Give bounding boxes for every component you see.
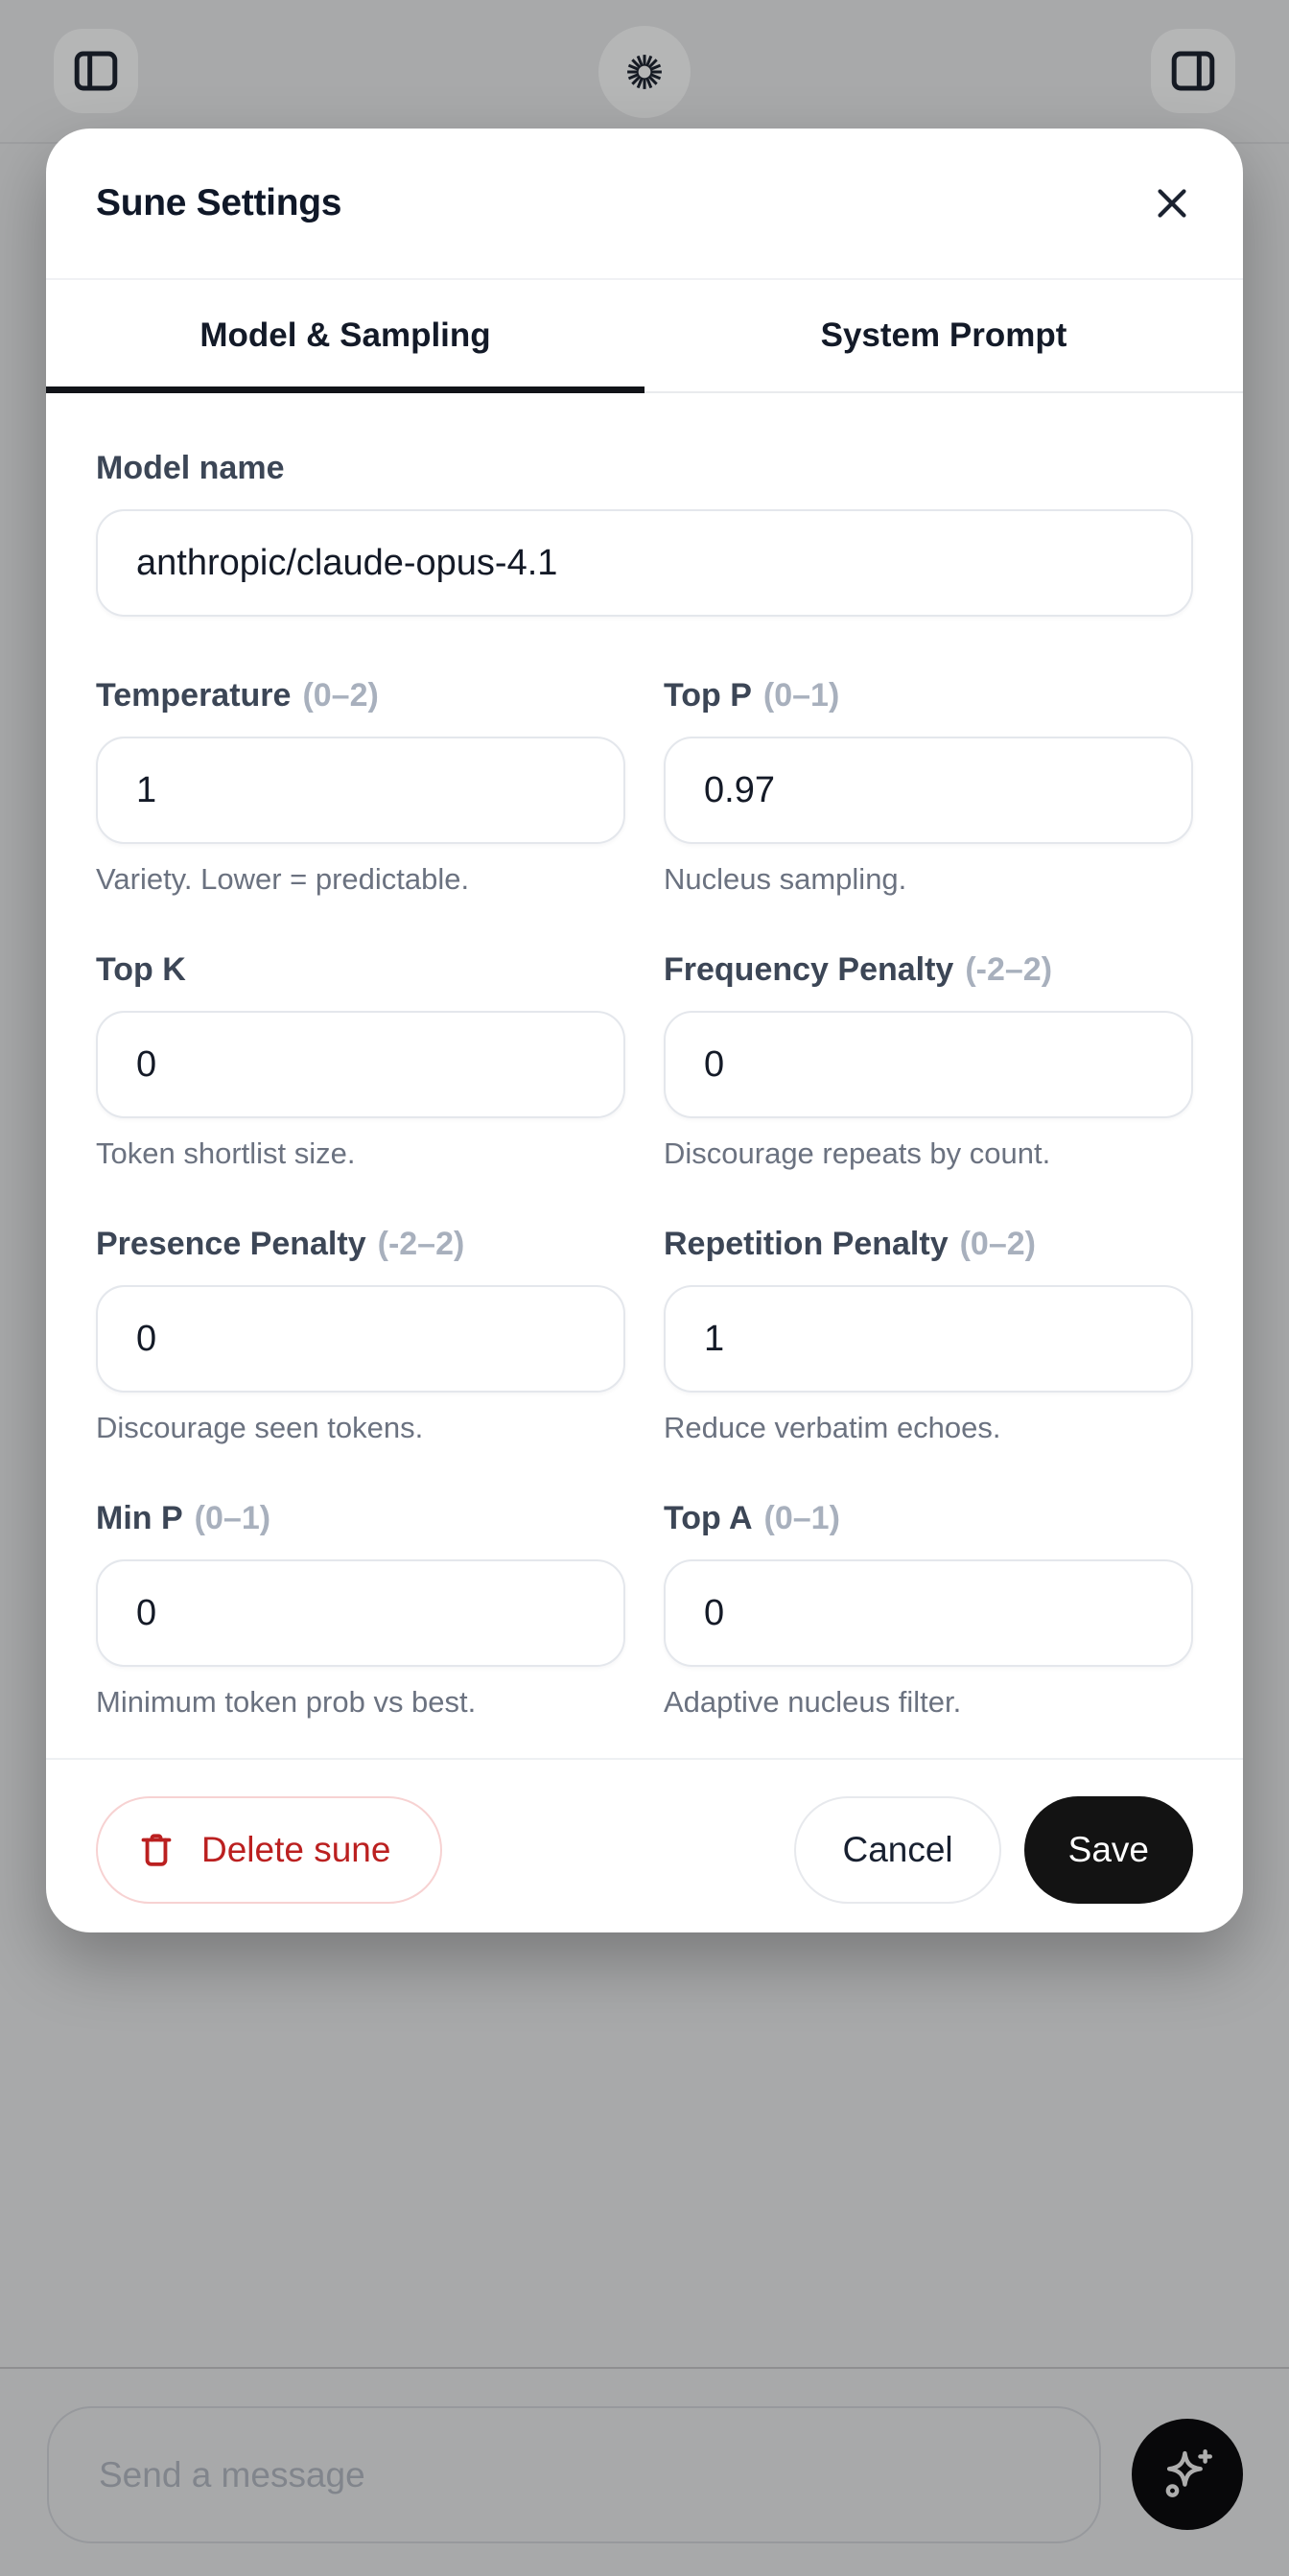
field-helper: Adaptive nucleus filter. [664, 1685, 962, 1719]
sune-logo-button[interactable] [598, 26, 691, 118]
top-k-input[interactable] [96, 1011, 625, 1118]
tab-bar: Model & Sampling System Prompt [46, 280, 1243, 393]
field-helper: Nucleus sampling. [664, 862, 907, 896]
field-label: Top K [96, 951, 186, 988]
field-presence-penalty: Presence Penalty (-2–2) Discourage seen t… [96, 1225, 625, 1445]
field-range: (0–1) [762, 677, 840, 714]
field-label: Min P [96, 1500, 183, 1536]
starburst-icon [627, 55, 662, 89]
field-label: Model name [96, 450, 285, 486]
field-helper: Reduce verbatim echoes. [664, 1411, 1001, 1444]
field-min-p: Min P (0–1) Minimum token prob vs best. [96, 1499, 625, 1720]
field-model-name: Model name [96, 449, 1193, 617]
panel-right-icon [1171, 51, 1215, 91]
field-temperature: Temperature (0–2) Variety. Lower = predic… [96, 676, 625, 897]
field-range: (-2–2) [965, 951, 1053, 988]
top-p-input[interactable] [664, 737, 1193, 844]
sparkle-icon [1165, 2449, 1212, 2497]
field-helper: Discourage repeats by count. [664, 1136, 1051, 1170]
field-range: (0–2) [302, 677, 379, 714]
delete-sune-label: Delete sune [201, 1830, 391, 1869]
right-panel-toggle-button[interactable] [1151, 29, 1235, 113]
send-button[interactable] [1132, 2419, 1243, 2530]
close-icon [1158, 189, 1186, 218]
top-a-input[interactable] [664, 1559, 1193, 1667]
field-helper: Discourage seen tokens. [96, 1411, 424, 1444]
trash-icon [141, 1834, 172, 1866]
model-name-input[interactable] [96, 509, 1193, 617]
save-button[interactable]: Save [1023, 1796, 1193, 1904]
sidebar-toggle-button[interactable] [54, 29, 138, 113]
frequency-penalty-input[interactable] [664, 1011, 1193, 1118]
message-input[interactable] [47, 2406, 1101, 2543]
delete-sune-button[interactable]: Delete sune [96, 1796, 443, 1904]
min-p-input[interactable] [96, 1559, 625, 1667]
field-range: (-2–2) [377, 1226, 465, 1262]
repetition-penalty-input[interactable] [664, 1285, 1193, 1393]
field-range: (0–2) [959, 1226, 1036, 1262]
field-helper: Minimum token prob vs best. [96, 1685, 477, 1719]
composer-bar [0, 2367, 1289, 2576]
modal-title: Sune Settings [96, 182, 342, 223]
field-repetition-penalty: Repetition Penalty (0–2) Reduce verbatim … [664, 1225, 1193, 1445]
sune-settings-modal: Sune Settings Model & Sampling System Pr… [46, 129, 1243, 1932]
modal-footer: Delete sune Cancel Save [46, 1758, 1243, 1932]
field-frequency-penalty: Frequency Penalty (-2–2) Discourage repea… [664, 950, 1193, 1171]
fields-grid: Temperature (0–2) Variety. Lower = predic… [96, 676, 1193, 1720]
close-button[interactable] [1141, 173, 1203, 234]
field-label: Frequency Penalty [664, 951, 954, 988]
field-helper: Variety. Lower = predictable. [96, 862, 470, 896]
modal-body: Model name Temperature (0–2) Variety. Low… [46, 393, 1243, 1758]
field-top-a: Top A (0–1) Adaptive nucleus filter. [664, 1499, 1193, 1720]
field-range: (0–1) [194, 1500, 271, 1536]
panel-left-icon [74, 51, 118, 91]
cancel-button[interactable]: Cancel [794, 1796, 1001, 1904]
field-label: Top A [664, 1500, 753, 1536]
modal-header: Sune Settings [46, 129, 1243, 280]
field-label: Top P [664, 677, 752, 714]
app-header [0, 0, 1289, 144]
field-label: Repetition Penalty [664, 1226, 949, 1262]
field-top-p: Top P (0–1) Nucleus sampling. [664, 676, 1193, 897]
field-label: Temperature [96, 677, 292, 714]
field-range: (0–1) [763, 1500, 840, 1536]
presence-penalty-input[interactable] [96, 1285, 625, 1393]
temperature-input[interactable] [96, 737, 625, 844]
field-label: Presence Penalty [96, 1226, 366, 1262]
field-helper: Token shortlist size. [96, 1136, 356, 1170]
field-top-k: Top K Token shortlist size. [96, 950, 625, 1171]
tab-system-prompt[interactable]: System Prompt [820, 316, 1067, 354]
tab-model-sampling[interactable]: Model & Sampling [46, 280, 644, 393]
